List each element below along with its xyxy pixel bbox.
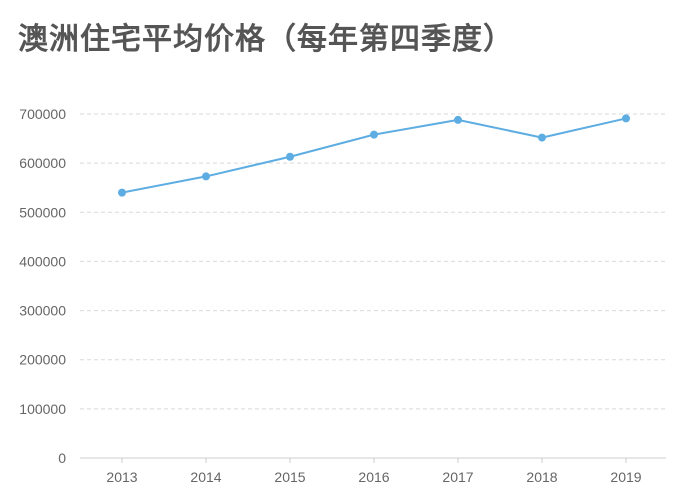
x-tick-label: 2017 — [442, 469, 473, 485]
x-tick-labels: 2013 2014 2015 2016 2017 2018 2019 — [106, 469, 641, 485]
grid-lines — [80, 113, 666, 410]
x-tick-label: 2014 — [190, 469, 221, 485]
data-point — [286, 152, 294, 161]
y-tick-label: 300000 — [19, 303, 66, 319]
series-line — [121, 117, 627, 194]
y-tick-label: 100000 — [19, 401, 66, 417]
x-tick-label: 2016 — [358, 469, 389, 485]
data-point — [622, 114, 630, 123]
y-tick-label: 700000 — [19, 106, 66, 122]
series-layer — [118, 114, 630, 197]
y-tick-label: 200000 — [19, 352, 66, 368]
data-point — [538, 133, 546, 142]
data-point — [370, 130, 378, 139]
x-tick-label: 2018 — [526, 469, 557, 485]
data-point — [202, 172, 210, 181]
y-tick-label: 400000 — [19, 253, 66, 269]
data-point — [454, 115, 462, 124]
y-tick-label: 0 — [58, 450, 66, 466]
y-tick-label: 500000 — [19, 204, 66, 220]
axes — [80, 457, 666, 463]
y-tick-label: 600000 — [19, 155, 66, 171]
x-tick-label: 2019 — [610, 469, 641, 485]
y-tick-labels: 0 100000 200000 300000 400000 500000 600000 700… — [19, 106, 66, 466]
chart-title: 澳洲住宅平均价格（每年第四季度） — [18, 22, 514, 57]
x-tick-label: 2015 — [274, 469, 305, 485]
x-tick-label: 2013 — [106, 469, 137, 485]
data-point — [118, 188, 126, 197]
